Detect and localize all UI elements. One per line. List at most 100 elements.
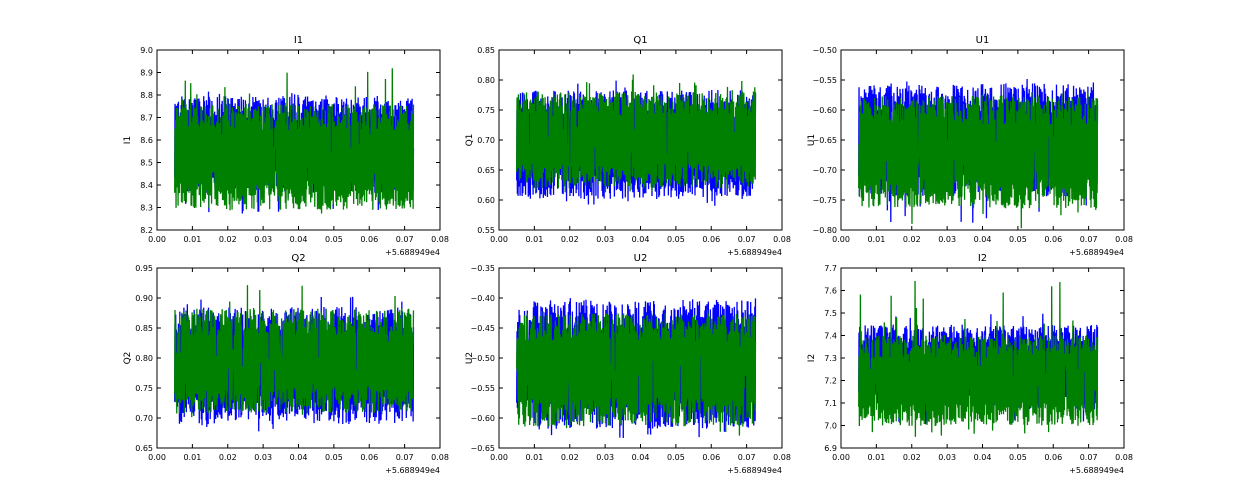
x-offset-label: +5.688949e4 (1069, 248, 1124, 257)
x-tick-label: 0.00 (490, 453, 508, 462)
x-tick-label: 0.05 (667, 235, 685, 244)
y-tick-label: 0.55 (477, 226, 495, 235)
y-axis-label: Q2 (123, 352, 133, 365)
x-tick-label: 0.01 (183, 235, 201, 244)
y-tick-label: 0.85 (477, 46, 495, 55)
x-tick-label: 0.07 (396, 235, 414, 244)
x-tick-label: 0.07 (396, 453, 414, 462)
subplot-u1: U1 U1 0.00 0.01 0.02 0.03 0.04 0.05 0.06 0.07 0.08… (807, 35, 1133, 257)
x-tick-label: 0.08 (431, 235, 449, 244)
x-tick-label: 0.06 (702, 235, 720, 244)
x-tick-label: 0.00 (148, 235, 166, 244)
subplot-q1: Q1 Q1 0.00 0.01 0.02 0.03 0.04 0.05 0.06 0.07 0.08… (465, 35, 791, 257)
plot-area (858, 281, 1099, 437)
y-tick-label: −0.70 (812, 166, 837, 175)
x-tick-label: 0.02 (903, 453, 921, 462)
x-tick-label: 0.04 (632, 235, 650, 244)
series-line-green (174, 68, 415, 214)
x-tick-label: 0.05 (325, 235, 343, 244)
y-axis-label: U2 (465, 352, 475, 364)
x-tick-label: 0.07 (1080, 235, 1098, 244)
y-tick-label: 0.70 (135, 414, 153, 423)
y-tick-label: 8.6 (140, 136, 153, 145)
y-tick-label: 8.9 (140, 69, 153, 78)
y-tick-label: −0.45 (470, 324, 495, 333)
x-tick-label: 0.06 (360, 235, 378, 244)
y-tick-label: 0.90 (135, 294, 153, 303)
y-tick-label: 0.65 (135, 444, 153, 453)
y-tick-label: 0.60 (477, 196, 495, 205)
y-tick-label: −0.55 (812, 76, 837, 85)
subplot-i1: I1 I1 0.00 0.01 0.02 0.03 0.04 0.05 0.06 0.07 0.08… (123, 35, 449, 257)
y-axis-label: I2 (807, 354, 817, 362)
x-tick-label: 0.06 (360, 453, 378, 462)
x-tick-label: 0.03 (938, 453, 956, 462)
y-tick-label: −0.55 (470, 384, 495, 393)
y-tick-label: 8.2 (140, 226, 153, 235)
y-axis-label: U1 (807, 134, 817, 146)
series-line-green (174, 285, 415, 418)
y-tick-label: −0.80 (812, 226, 837, 235)
x-tick-label: 0.08 (773, 453, 791, 462)
y-tick-label: 0.75 (477, 106, 495, 115)
x-tick-label: 0.01 (525, 235, 543, 244)
y-tick-label: −0.65 (812, 136, 837, 145)
plot-area (516, 74, 757, 206)
x-offset-label: +5.688949e4 (385, 466, 440, 475)
y-axis-label: Q1 (465, 134, 475, 147)
subplot-q2: Q2 Q2 0.00 0.01 0.02 0.03 0.04 0.05 0.06 0.07 0.08… (123, 253, 449, 475)
plot-area (174, 68, 415, 214)
x-tick-label: 0.03 (938, 235, 956, 244)
x-offset-label: +5.688949e4 (385, 248, 440, 257)
x-tick-label: 0.01 (867, 235, 885, 244)
x-tick-label: 0.01 (867, 453, 885, 462)
subplot-title: Q1 (633, 35, 647, 46)
x-tick-label: 0.04 (974, 453, 992, 462)
x-tick-label: 0.03 (254, 453, 272, 462)
x-tick-label: 0.06 (1044, 453, 1062, 462)
x-tick-label: 0.07 (738, 453, 756, 462)
x-tick-label: 0.08 (1115, 235, 1133, 244)
x-tick-label: 0.00 (148, 453, 166, 462)
x-tick-label: 0.02 (561, 235, 579, 244)
y-tick-label: 8.5 (140, 159, 153, 168)
subplot-title: Q2 (291, 253, 305, 264)
y-tick-label: −0.75 (812, 196, 837, 205)
series-line-green (516, 74, 757, 193)
x-tick-label: 0.05 (1009, 235, 1027, 244)
y-tick-label: 7.3 (824, 354, 837, 363)
subplot-title: I2 (978, 253, 987, 264)
y-tick-label: 0.80 (135, 354, 153, 363)
x-tick-label: 0.08 (773, 235, 791, 244)
x-tick-label: 0.04 (290, 453, 308, 462)
y-tick-label: −0.50 (812, 46, 837, 55)
x-tick-label: 0.00 (832, 235, 850, 244)
subplot-i2: I2 I2 0.00 0.01 0.02 0.03 0.04 0.05 0.06 0.07 0.08… (807, 253, 1133, 475)
y-tick-label: 7.7 (824, 264, 837, 273)
y-tick-label: −0.60 (812, 106, 837, 115)
y-tick-label: −0.40 (470, 294, 495, 303)
y-tick-label: 7.1 (824, 399, 837, 408)
x-tick-label: 0.02 (219, 453, 237, 462)
x-tick-label: 0.04 (974, 235, 992, 244)
y-tick-label: −0.35 (470, 264, 495, 273)
x-offset-label: +5.688949e4 (1069, 466, 1124, 475)
y-tick-label: 8.3 (140, 204, 153, 213)
x-tick-label: 0.02 (219, 235, 237, 244)
y-tick-label: 8.8 (140, 91, 153, 100)
y-tick-label: 8.4 (140, 181, 153, 190)
y-tick-label: 7.2 (824, 377, 837, 386)
y-tick-label: 0.65 (477, 166, 495, 175)
plot-area (858, 79, 1099, 229)
y-tick-label: 0.85 (135, 324, 153, 333)
x-tick-label: 0.05 (1009, 453, 1027, 462)
x-tick-label: 0.07 (738, 235, 756, 244)
y-axis-label: I1 (123, 136, 133, 144)
series-line-green (516, 310, 757, 436)
y-tick-label: −0.65 (470, 444, 495, 453)
subplot-title: U1 (976, 35, 990, 46)
x-tick-label: 0.00 (490, 235, 508, 244)
x-tick-label: 0.06 (1044, 235, 1062, 244)
plot-area (516, 298, 757, 439)
